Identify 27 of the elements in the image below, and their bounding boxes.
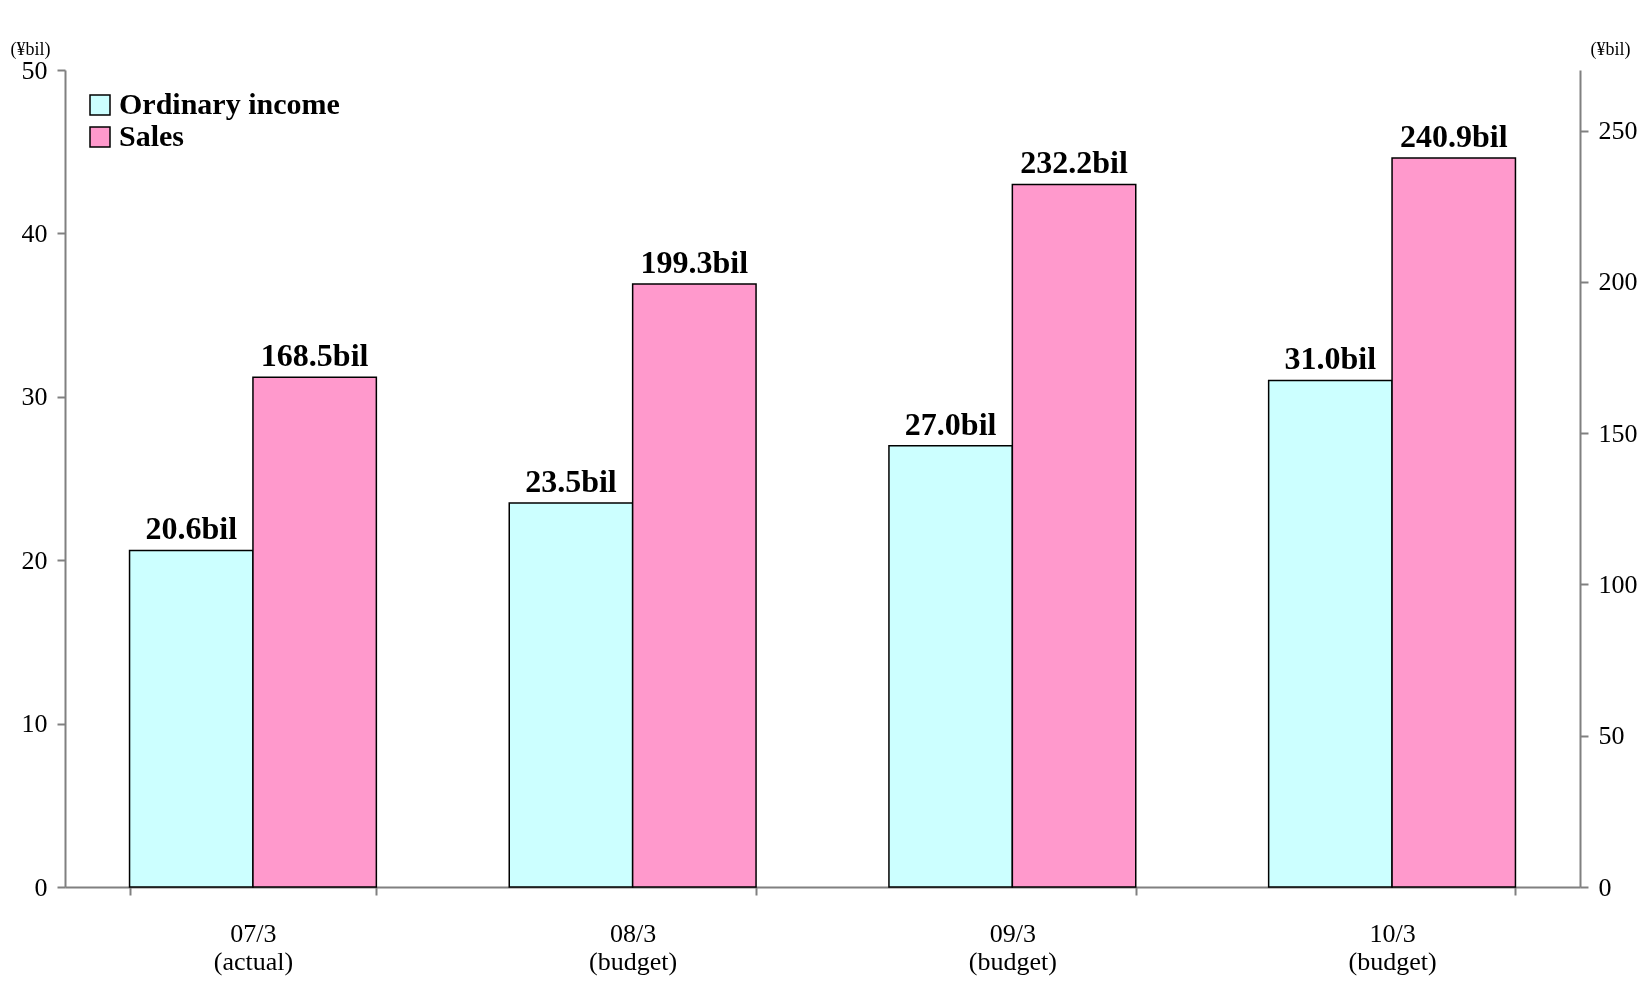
legend-label: Ordinary income <box>119 87 340 120</box>
x-tick-label: 07/3 (actual) <box>213 918 294 976</box>
x-tick-label: 09/3 (budget) <box>968 918 1057 976</box>
y-tick-label: 20 <box>21 545 48 575</box>
data-label: 240.9bil <box>1399 118 1508 155</box>
data-label: 168.5bil <box>260 337 369 374</box>
y2-tick-label: 50 <box>1598 721 1625 751</box>
y2-tick-label: 200 <box>1598 267 1638 297</box>
y2-tick-label: 250 <box>1598 116 1638 146</box>
legend-label: Sales <box>119 119 185 152</box>
data-label: 199.3bil <box>640 243 749 280</box>
y2-axis-title: (¥bil) <box>1590 38 1631 60</box>
data-label: 20.6bil <box>145 510 238 547</box>
y-axis-title: (¥bil) <box>10 38 51 60</box>
data-label: 232.2bil <box>1020 144 1128 181</box>
x-tick-label: 10/3 (budget) <box>1348 918 1437 976</box>
x-tick-label: 08/3 (budget) <box>589 918 678 976</box>
y-tick-label: 10 <box>21 709 48 739</box>
y-tick-label: 0 <box>34 872 48 902</box>
y2-tick-label: 0 <box>1598 872 1612 902</box>
y-tick-label: 40 <box>21 218 48 248</box>
data-label: 31.0bil <box>1284 340 1377 377</box>
data-label: 23.5bil <box>525 463 617 500</box>
data-label: 27.0bil <box>904 405 997 442</box>
y2-tick-label: 150 <box>1598 418 1638 448</box>
y2-tick-label: 100 <box>1598 569 1638 599</box>
y-tick-label: 30 <box>21 382 48 412</box>
